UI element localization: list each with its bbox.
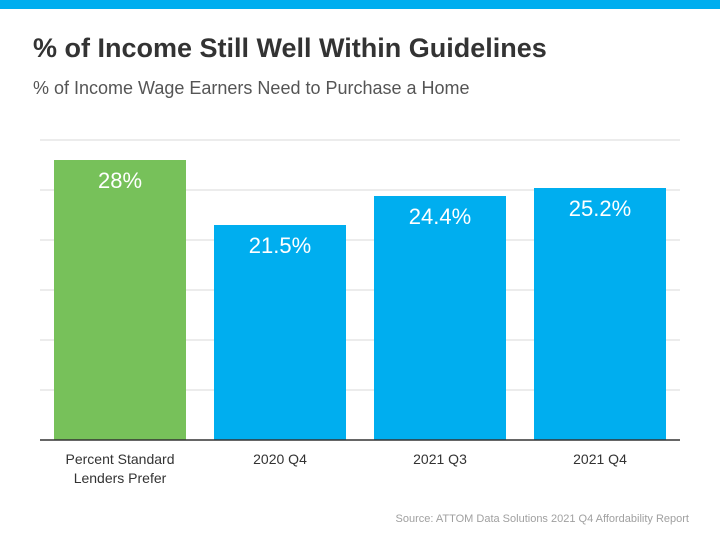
page-title: % of Income Still Well Within Guidelines: [33, 33, 547, 63]
source-note: Source: ATTOM Data Solutions 2021 Q4 Aff…: [395, 513, 690, 525]
data-label: 21.5%: [249, 233, 311, 258]
bar: [54, 160, 186, 440]
page-subtitle: % of Income Wage Earners Need to Purchas…: [33, 78, 470, 98]
bar: [374, 196, 506, 440]
top-accent-bar: [0, 0, 720, 9]
category-label: 2021 Q4: [573, 451, 627, 467]
category-label: 2021 Q3: [413, 451, 467, 467]
category-label: Percent Standard Lenders Prefer: [66, 451, 175, 486]
category-label: 2020 Q4: [253, 451, 307, 467]
bar: [214, 225, 346, 440]
bar: [534, 188, 666, 440]
data-label: 28%: [98, 168, 142, 193]
data-label: 24.4%: [409, 204, 471, 229]
data-label: 25.2%: [569, 196, 631, 221]
